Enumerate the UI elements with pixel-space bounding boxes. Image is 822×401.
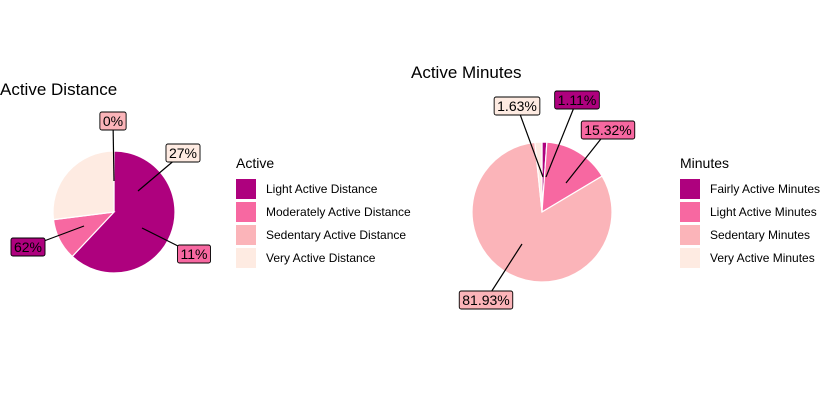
slice-label-1-2: 81.93% xyxy=(462,292,509,308)
pie-slice-1-1 xyxy=(541,141,603,214)
slice-label-1-1: 15.32% xyxy=(584,122,631,138)
legend-label-0-0: Light Active Distance xyxy=(266,182,378,196)
chart-2-title: Active Minutes xyxy=(411,63,522,82)
legend-label-0-3: Very Active Distance xyxy=(266,251,376,265)
label-leader-0-2 xyxy=(112,120,115,182)
legend-key-1-3 xyxy=(680,248,700,268)
legend-label-1-2: Sedentary Minutes xyxy=(710,228,810,242)
slice-label-1-3: 1.63% xyxy=(497,98,537,114)
legend-label-1-0: Fairly Active Minutes xyxy=(710,182,820,196)
slice-label-box-0-3 xyxy=(165,143,201,163)
slice-label-1-0: 1.11% xyxy=(558,92,597,108)
chart-2-legend: Minutes Fairly Active Minutes Light Activ… xyxy=(680,155,820,268)
legend-key-0-2 xyxy=(236,225,256,245)
chart-1-title: Active Distance xyxy=(0,80,117,99)
chart-1-pie: 62% 11% 0% 27% xyxy=(10,111,211,274)
legend-key-1-1 xyxy=(680,202,700,222)
chart-1-legend: Active Light Active Distance Moderately A… xyxy=(236,155,411,268)
label-leader-1-3 xyxy=(516,105,544,178)
legend-key-0-1 xyxy=(236,202,256,222)
pie-slice-1-2 xyxy=(471,141,613,283)
slice-label-box-0-1 xyxy=(177,244,211,264)
legend-label-0-2: Sedentary Active Distance xyxy=(266,228,406,242)
legend-label-1-3: Very Active Minutes xyxy=(710,251,815,265)
legend-key-0-3 xyxy=(236,248,256,268)
slice-label-0-2: 0% xyxy=(103,113,123,129)
legend-label-0-1: Moderately Active Distance xyxy=(266,205,411,219)
slice-label-0-3: 27% xyxy=(169,145,197,161)
slice-label-box-1-3 xyxy=(493,96,541,116)
slice-label-0-1: 11% xyxy=(181,246,208,262)
chart-1-legend-title: Active xyxy=(236,155,274,171)
legend-key-1-2 xyxy=(680,225,700,245)
pie-slice-0-3 xyxy=(52,150,115,221)
label-leader-1-0 xyxy=(545,99,578,178)
slice-label-box-1-0 xyxy=(554,90,600,110)
slice-label-box-0-2 xyxy=(99,111,127,131)
chart-2-pie: 1.11% 15.32% 81.93% 1.63% xyxy=(458,90,636,310)
slice-label-box-1-1 xyxy=(580,120,636,140)
chart-2-legend-title: Minutes xyxy=(680,155,729,171)
slice-label-0-0: 62% xyxy=(14,239,42,255)
legend-key-1-0 xyxy=(680,179,700,199)
legend-label-1-1: Light Active Minutes xyxy=(710,205,817,219)
slice-label-box-0-0 xyxy=(10,237,46,257)
slice-label-box-1-2 xyxy=(458,290,514,310)
legend-key-0-0 xyxy=(236,179,256,199)
